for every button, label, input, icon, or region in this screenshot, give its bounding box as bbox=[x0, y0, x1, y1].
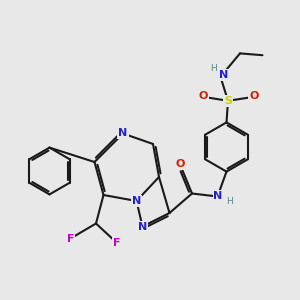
Text: N: N bbox=[118, 128, 127, 139]
Text: F: F bbox=[113, 238, 121, 248]
Text: O: O bbox=[198, 91, 208, 101]
Text: N: N bbox=[138, 221, 147, 232]
Text: S: S bbox=[224, 96, 232, 106]
Text: N: N bbox=[132, 196, 141, 206]
Text: F: F bbox=[67, 233, 74, 244]
Text: O: O bbox=[249, 91, 259, 101]
Text: H: H bbox=[226, 197, 233, 206]
Text: H: H bbox=[211, 64, 217, 73]
Text: N: N bbox=[220, 70, 229, 80]
Text: N: N bbox=[214, 191, 223, 201]
Text: O: O bbox=[175, 159, 185, 170]
